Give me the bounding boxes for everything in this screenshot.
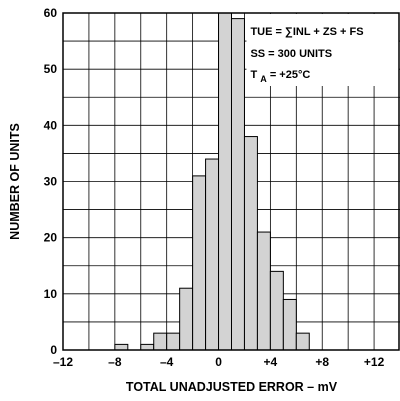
histogram-bar: [205, 158, 220, 351]
annotation-text: TUE = ∑INL + ZS + FS SS = 300 UNITS T A …: [250, 26, 363, 85]
annotation-ta-suffix: = +25°C: [270, 69, 311, 81]
y-axis-label: NUMBER OF UNITS: [8, 123, 22, 240]
annotation-ta-subscript: A: [260, 74, 267, 84]
y-tick-labels: 0 10 20 30 40 50 60: [44, 6, 58, 357]
y-tick-label: 50: [44, 62, 58, 76]
annotation-ta-prefix: T: [250, 69, 257, 81]
x-tick-labels: –12 –8 –4 0 +4 +8 +12: [53, 355, 385, 369]
y-tick-label: 20: [44, 231, 58, 245]
histogram-bar: [295, 332, 310, 351]
annotation-line-tue: TUE = ∑INL + ZS + FS: [250, 26, 363, 38]
y-tick-label: 0: [50, 343, 57, 357]
x-tick-label: 0: [215, 355, 222, 369]
histogram-bar: [192, 175, 207, 351]
x-tick-label: +8: [315, 355, 329, 369]
plot-border: [62, 12, 400, 351]
x-tick-label: +12: [364, 355, 385, 369]
histogram-bar: [153, 332, 168, 351]
histogram-bar: [114, 343, 129, 351]
plot-frame: [62, 12, 400, 351]
annotation-box: [246, 14, 399, 86]
histogram-bar: [282, 298, 297, 351]
y-tick-label: 60: [44, 6, 58, 20]
histogram-bars: [114, 12, 310, 351]
histogram-bar: [166, 332, 181, 351]
x-axis-label: TOTAL UNADJUSTED ERROR – mV: [126, 380, 338, 394]
x-tick-label: +4: [264, 355, 278, 369]
y-tick-label: 30: [44, 175, 58, 189]
annotation-line-ta: T A = +25°C: [250, 69, 310, 85]
histogram-bar: [179, 287, 194, 351]
histogram-bar: [243, 136, 258, 351]
annotation-line-ss: SS = 300 UNITS: [250, 48, 332, 60]
histogram-bar: [231, 18, 245, 351]
histogram-bar: [140, 343, 155, 351]
y-tick-label: 40: [44, 118, 58, 132]
x-tick-label: –8: [108, 355, 122, 369]
y-tick-label: 10: [44, 287, 58, 301]
histogram-bar: [256, 231, 271, 351]
x-tick-label: –4: [160, 355, 174, 369]
histogram-bar: [269, 270, 284, 351]
x-tick-label: –12: [53, 355, 73, 369]
histogram-bar: [218, 12, 233, 351]
